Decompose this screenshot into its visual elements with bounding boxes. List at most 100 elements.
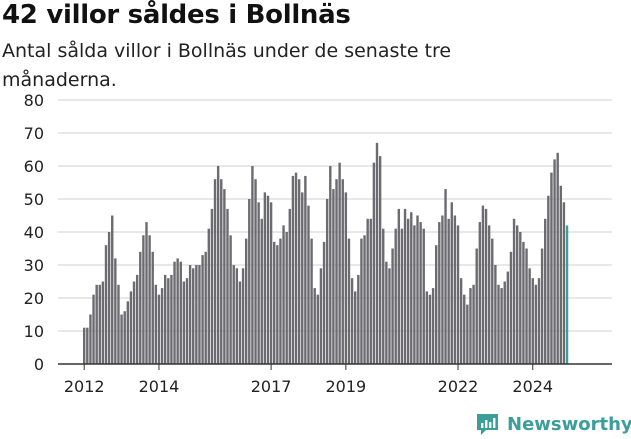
- bar: [223, 189, 226, 364]
- bar: [107, 232, 111, 364]
- bar: [503, 281, 506, 364]
- bar: [512, 218, 516, 364]
- brand-name: Newsworthy: [507, 413, 631, 435]
- bar: [192, 268, 195, 364]
- bar: [425, 291, 429, 364]
- bar: [226, 208, 229, 364]
- bar: [288, 208, 291, 364]
- bar: [556, 152, 559, 364]
- bar: [354, 291, 357, 364]
- bar: [325, 199, 329, 364]
- bar: [176, 258, 179, 364]
- latest-value-label: 42: [572, 0, 594, 5]
- bar: [481, 205, 485, 364]
- bar: [216, 166, 220, 364]
- bar: [117, 284, 120, 364]
- bar: [391, 248, 394, 364]
- bar: [403, 208, 407, 364]
- bar: [92, 294, 95, 364]
- bar: [441, 215, 444, 364]
- bar: [537, 278, 541, 364]
- bar: [375, 142, 379, 364]
- bar: [101, 281, 105, 364]
- bar: [478, 222, 482, 364]
- bar: [167, 278, 170, 364]
- bar: [515, 225, 519, 364]
- y-tick-label: 50: [24, 190, 44, 209]
- x-tick-label: 2014: [139, 377, 180, 396]
- bar: [179, 261, 182, 364]
- bar: [195, 265, 198, 364]
- bar-latest: [565, 225, 569, 364]
- bar: [528, 268, 531, 364]
- bar: [185, 278, 189, 364]
- bar: [428, 294, 432, 364]
- bar: [229, 235, 232, 364]
- bar: [297, 179, 301, 364]
- bar: [444, 189, 447, 364]
- bars: [83, 142, 569, 364]
- bar: [95, 284, 98, 364]
- x-tick-label: 2024: [512, 377, 553, 396]
- bar: [188, 265, 192, 364]
- bar: [344, 192, 348, 364]
- bar: [316, 294, 320, 364]
- bar: [89, 314, 92, 364]
- bar: [382, 228, 385, 364]
- bar: [422, 228, 425, 364]
- bar: [394, 228, 397, 364]
- bar: [400, 228, 404, 364]
- bar: [104, 245, 108, 364]
- bar: [338, 162, 341, 364]
- bar: [360, 238, 363, 364]
- bar: [419, 222, 422, 364]
- bar: [469, 288, 472, 364]
- bar: [487, 225, 491, 364]
- bar: [500, 288, 503, 364]
- bar: [294, 172, 298, 364]
- bar: [322, 241, 326, 364]
- chart-subtitle: Antal sålda villor i Bollnäs under de se…: [2, 40, 452, 91]
- bar: [550, 172, 553, 364]
- bar: [559, 185, 562, 364]
- y-tick-label: 10: [24, 322, 44, 341]
- bar: [238, 281, 242, 364]
- annotations: 42: [570, 0, 596, 7]
- bar: [301, 192, 304, 364]
- bar: [120, 314, 123, 364]
- bar: [366, 218, 369, 364]
- bar: [304, 175, 307, 364]
- bar: [459, 278, 463, 364]
- bar: [378, 156, 382, 364]
- bar: [313, 288, 316, 364]
- bar: [447, 218, 450, 364]
- bar: [148, 235, 151, 364]
- bar: [142, 235, 145, 364]
- bar: [494, 265, 497, 364]
- bar: [413, 225, 416, 364]
- bar: [251, 166, 254, 364]
- bar: [350, 278, 354, 364]
- bar: [213, 179, 217, 364]
- bar: [114, 258, 117, 364]
- bar: [198, 265, 201, 364]
- bar: [291, 175, 295, 364]
- bar: [497, 284, 500, 364]
- bar: [248, 199, 251, 364]
- bar: [285, 232, 288, 364]
- bar: [416, 215, 419, 364]
- bar: [204, 251, 207, 364]
- bar: [540, 248, 544, 364]
- bar: [307, 205, 310, 364]
- bar: [182, 281, 186, 364]
- bar: [232, 265, 235, 364]
- bar: [310, 238, 313, 364]
- bar: [207, 228, 210, 364]
- bar: [363, 235, 366, 364]
- bar: [282, 225, 285, 364]
- bar: [438, 222, 441, 364]
- bar: [466, 304, 469, 364]
- bar: [98, 284, 101, 364]
- bar: [456, 225, 460, 364]
- newsworthy-logo: Newsworthy: [475, 409, 631, 439]
